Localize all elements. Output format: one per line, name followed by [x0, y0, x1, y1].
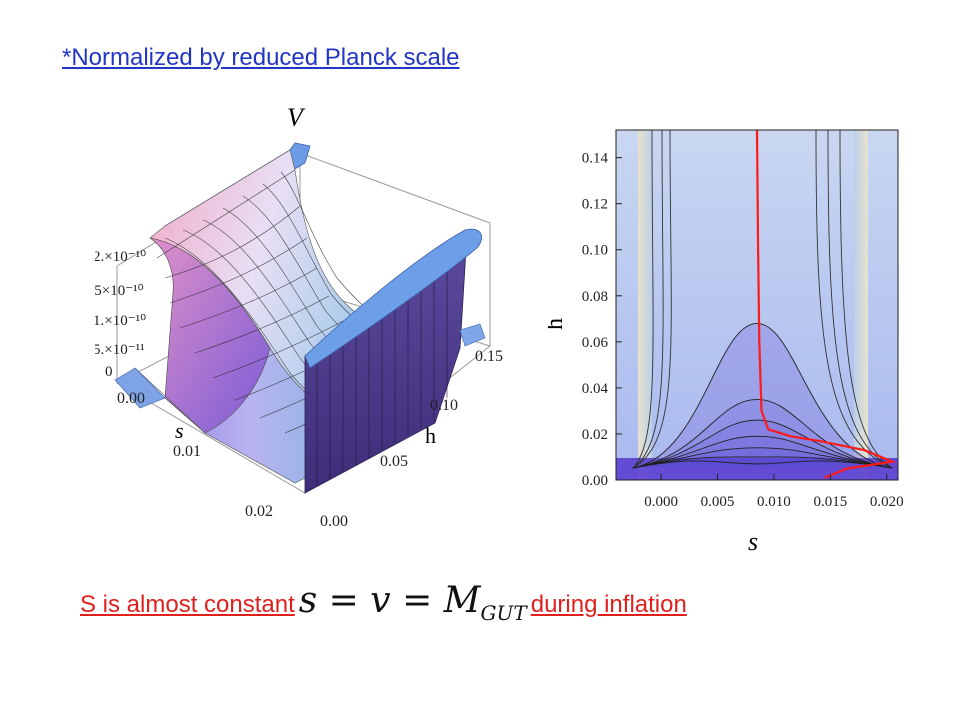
- right-side-plateau: [459, 323, 486, 347]
- equation: s = v = MGUT: [295, 580, 531, 625]
- h-axis-label: h: [425, 423, 436, 448]
- y-tick-label: 0.04: [582, 381, 609, 397]
- left-edge-band: [638, 130, 652, 480]
- contour-y-label: h: [548, 318, 568, 330]
- y-tick-label: 0.10: [582, 243, 608, 259]
- plot-frame: [615, 129, 899, 481]
- y-tick-label: 0.06: [582, 335, 609, 351]
- z-tick: 5.×10⁻¹¹: [95, 342, 145, 358]
- x-tick-label: 0.010: [757, 494, 791, 510]
- contour-line: [632, 129, 664, 469]
- trajectory-layer: [755, 129, 897, 479]
- h-tick: 0.05: [380, 453, 408, 470]
- s-tick: 0.00: [117, 390, 145, 407]
- caption-part2: during inflation: [530, 591, 687, 618]
- contour-plot: 0.00 0.02 0.04 0.06 0.08 0.10 0.12 0.14 0.000 0.0…: [542, 118, 918, 558]
- contour-line: [632, 129, 654, 469]
- z-tick: 1.5×10⁻¹⁰: [95, 283, 144, 299]
- contour-line: [632, 129, 672, 469]
- z-ticks: 2.×10⁻¹⁰ 1.5×10⁻¹⁰ 1.×10⁻¹⁰ 5.×10⁻¹¹ 0: [83, 249, 146, 380]
- y-tick-label: 0.12: [582, 197, 608, 213]
- z-tick: 1.×10⁻¹⁰: [95, 313, 146, 329]
- left-floor: [114, 367, 166, 409]
- valley-band: [616, 458, 898, 480]
- contour-line: [632, 322, 893, 469]
- contour-svg: 0.00 0.02 0.04 0.06 0.08 0.10 0.12 0.14 0.000 0.0…: [542, 129, 904, 556]
- x-tick-label: 0.020: [870, 494, 904, 510]
- x-tick-label: 0.000: [644, 494, 678, 510]
- z-tick: 2.×10⁻¹⁰: [95, 249, 146, 265]
- contour-line: [839, 129, 893, 469]
- equation-subscript: GUT: [480, 601, 527, 626]
- contour-line: [632, 447, 893, 469]
- y-tick-label: 0.00: [582, 473, 608, 489]
- z-axis-label: V: [287, 103, 306, 132]
- z-tick: 0: [105, 364, 113, 380]
- h-tick: 0.10: [430, 397, 458, 414]
- contour-axes: 0.00 0.02 0.04 0.06 0.08 0.10 0.12 0.14 0.000 0.0…: [582, 129, 904, 510]
- potential-3d-plot: V s h 2.×10⁻¹⁰ 1.5×10⁻¹⁰ 1.×10⁻¹⁰ 5.×10⁻…: [83, 98, 515, 538]
- s-axis-label: s: [175, 418, 184, 443]
- contour-x-label: s: [748, 527, 758, 556]
- normalization-note: *Normalized by reduced Planck scale: [62, 44, 460, 71]
- caption: S is almost constant s = v = MGUT during…: [80, 580, 687, 625]
- contour-line: [632, 460, 893, 469]
- contour-lines: [632, 129, 893, 469]
- inflation-trajectory: [755, 129, 897, 479]
- s-tick: 0.01: [173, 443, 201, 460]
- s-ticks: 0.00 0.01 0.02: [117, 390, 273, 520]
- equation-main: s = v = M: [298, 580, 481, 621]
- y-tick-label: 0.02: [582, 427, 608, 443]
- h-tick: 0.15: [475, 348, 503, 365]
- caption-part1: S is almost constant: [80, 591, 295, 618]
- right-plateau: [304, 228, 482, 369]
- s-tick: 0.02: [245, 503, 273, 520]
- x-tick-label: 0.005: [701, 494, 735, 510]
- h-tick: 0.00: [320, 513, 348, 530]
- contour-line: [632, 435, 893, 469]
- right-wall-mesh: [316, 264, 448, 486]
- x-tick-label: 0.015: [813, 494, 847, 510]
- right-edge-band: [854, 130, 868, 480]
- h-ticks: 0.15 0.10 0.05 0.00: [320, 348, 503, 530]
- contour-line: [632, 456, 893, 469]
- y-tick-label: 0.08: [582, 289, 608, 305]
- contour-line: [632, 398, 893, 469]
- y-tick-label: 0.14: [582, 151, 609, 167]
- potential-3d-svg: V s h 2.×10⁻¹⁰ 1.5×10⁻¹⁰ 1.×10⁻¹⁰ 5.×10⁻…: [83, 103, 503, 530]
